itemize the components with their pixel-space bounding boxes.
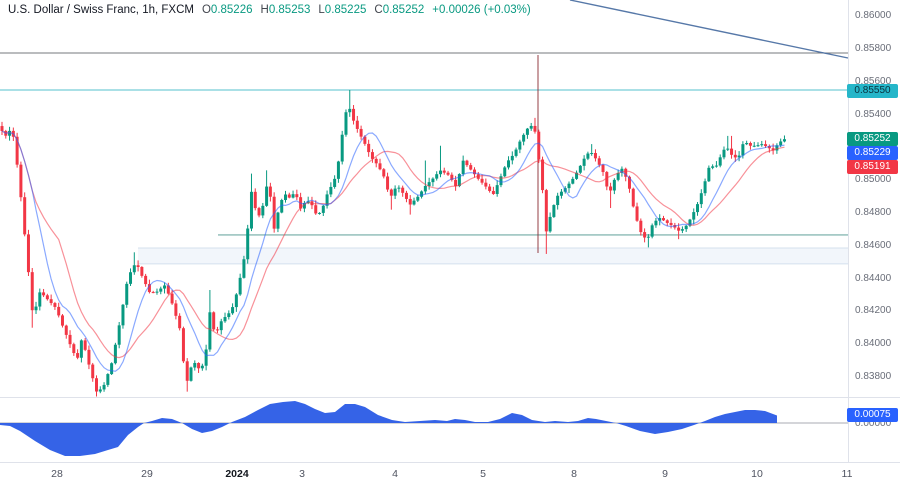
- time-axis[interactable]: [0, 462, 900, 487]
- price-tick-label: 0.85000: [855, 174, 892, 186]
- low-value: 0.85225: [324, 4, 367, 16]
- price-tick-label: 0.84200: [855, 305, 892, 317]
- time-tick-label: 5: [480, 468, 486, 480]
- last-price-badge: 0.85252: [847, 132, 898, 146]
- price-tick-label: 0.83800: [855, 370, 892, 382]
- time-tick-label: 9: [662, 468, 668, 480]
- ma-fast-badge: 0.85229: [847, 146, 898, 160]
- time-tick-label: 28: [51, 468, 63, 480]
- trend-line: [569, 0, 849, 59]
- price-tick-label: 0.84800: [855, 206, 892, 218]
- price-tick-label: 0.85600: [855, 75, 892, 87]
- time-tick-label: 11: [841, 468, 853, 480]
- price-tick-label: 0.84000: [855, 338, 892, 350]
- chart-header: U.S. Dollar / Swiss Franc, 1h, FXCM O0.8…: [8, 4, 531, 16]
- indicator-zero-label: 0.00000: [855, 418, 892, 429]
- ohlc-open: O0.85226: [202, 4, 253, 16]
- open-value: 0.85226: [210, 4, 253, 16]
- time-tick-label: 8: [571, 468, 577, 480]
- indicator-value-badge: 0.00075: [847, 408, 898, 422]
- price-tick-label: 0.86000: [855, 10, 892, 22]
- indicator-area: [0, 401, 777, 456]
- ma-slow-badge: 0.85191: [847, 160, 898, 174]
- time-tick-label: 10: [751, 468, 763, 480]
- time-tick-label: 2024: [225, 468, 249, 480]
- alert-price-badge: 0.85550: [847, 84, 898, 98]
- price-tick-label: 0.84400: [855, 272, 892, 284]
- price-axis[interactable]: [848, 0, 900, 462]
- price-tick-label: 0.85800: [855, 43, 892, 55]
- time-tick-label: 4: [392, 468, 398, 480]
- close-value: 0.85252: [382, 4, 425, 16]
- ohlc-low: L0.85225: [318, 4, 366, 16]
- price-tick-label: 0.84600: [855, 239, 892, 251]
- price-tick-label: 0.85400: [855, 108, 892, 120]
- zone-area: [138, 248, 848, 264]
- candles-layer: [0, 90, 786, 397]
- low-label: L: [318, 4, 325, 16]
- ohlc-high: H0.85253: [261, 4, 311, 16]
- change-value: +0.00026 (+0.03%): [432, 4, 531, 16]
- ohlc-close: C0.85252: [374, 4, 424, 16]
- time-tick-label: 29: [141, 468, 153, 480]
- open-label: O: [201, 4, 211, 16]
- symbol-title[interactable]: U.S. Dollar / Swiss Franc, 1h, FXCM: [8, 4, 194, 16]
- high-value: 0.85253: [268, 4, 311, 16]
- close-label: C: [374, 4, 383, 16]
- high-label: H: [260, 4, 269, 16]
- time-tick-label: 3: [299, 468, 305, 480]
